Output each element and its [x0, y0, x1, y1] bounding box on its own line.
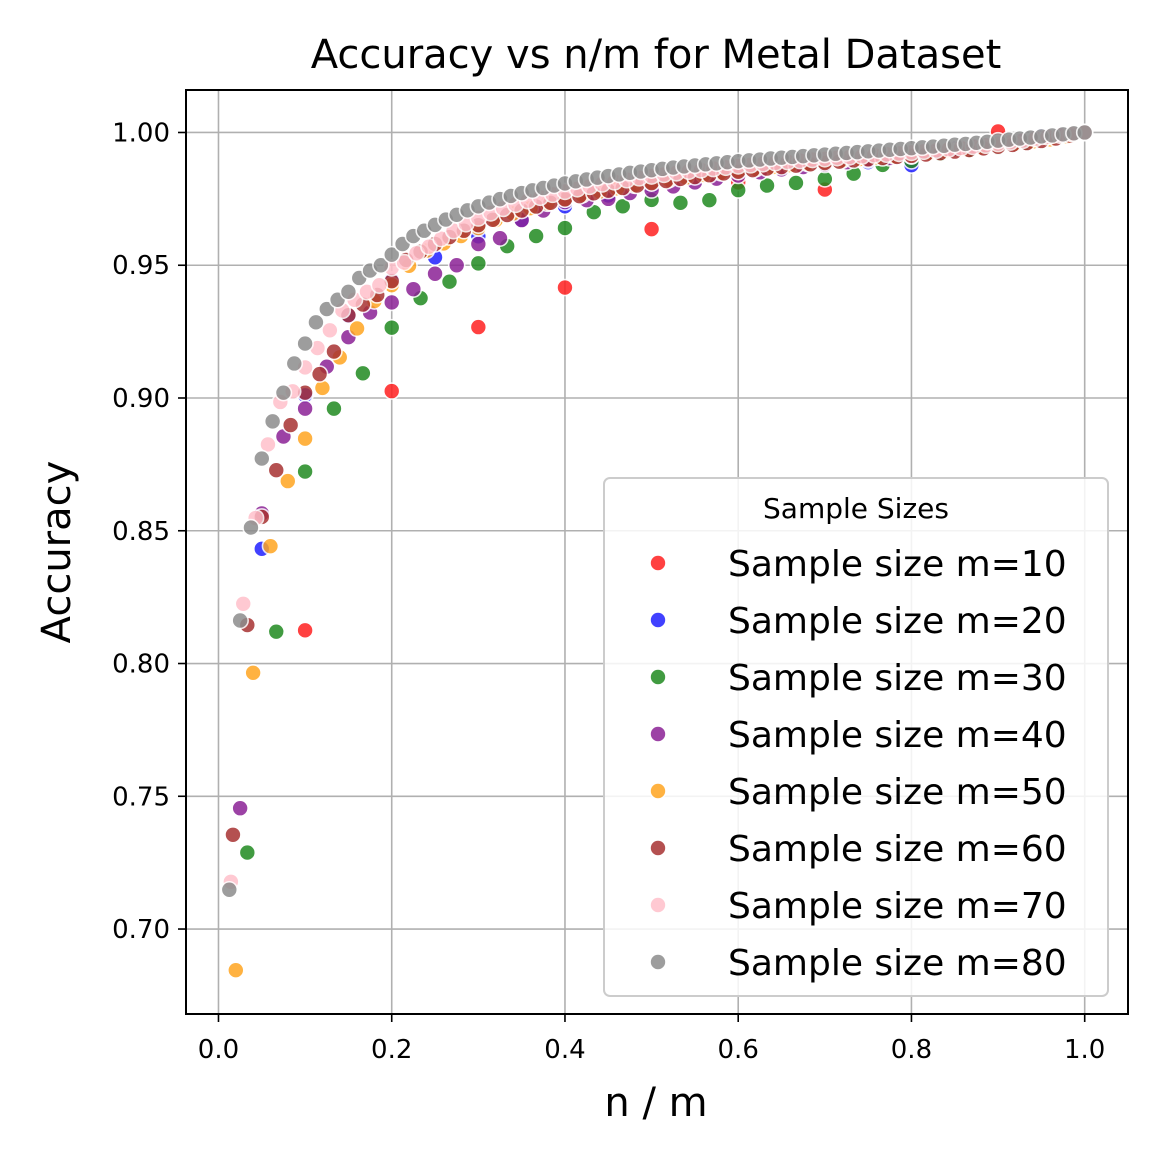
x-tick-label: 0.2 [371, 1035, 412, 1065]
data-point-m60 [310, 365, 329, 383]
data-point-m80 [1075, 123, 1094, 142]
data-point-m70 [420, 237, 438, 256]
legend-entry-label: Sample size m=10 [728, 544, 1067, 585]
data-point-m70 [234, 594, 253, 613]
legend-box [603, 477, 1109, 997]
data-point-m30 [671, 194, 690, 212]
legend-entry-label: Sample size m=30 [728, 658, 1067, 699]
data-point-m30 [382, 318, 401, 337]
data-point-m10 [382, 382, 401, 400]
legend-entry-label: Sample size m=80 [728, 943, 1067, 984]
data-point-m30 [296, 462, 314, 481]
data-point-m30 [440, 272, 459, 291]
data-point-m50 [296, 429, 314, 448]
plot-frame [185, 89, 1129, 1015]
data-points [220, 122, 1094, 979]
legend-marker-m20 [649, 611, 667, 629]
x-tick-label: 1.0 [1064, 1035, 1105, 1065]
data-point-m30 [325, 399, 343, 418]
legend-marker-m60 [649, 839, 667, 857]
data-point-m30 [729, 181, 748, 199]
data-point-m70 [395, 253, 413, 272]
data-point-m30 [238, 843, 257, 862]
data-point-m10 [642, 220, 661, 238]
data-point-m40 [469, 235, 488, 253]
data-point-m60 [267, 461, 286, 480]
data-point-m30 [787, 174, 805, 192]
y-tick-label: 0.75 [112, 782, 170, 812]
data-point-m30 [527, 227, 545, 245]
data-point-m80 [263, 412, 282, 431]
x-axis: 0.0 0.2 0.4 0.6 0.8 1.0 [198, 1014, 1105, 1065]
legend-entry-label: Sample size m=20 [728, 601, 1067, 642]
chart-title: Accuracy vs n/m for Metal Dataset [311, 32, 1002, 78]
legend-marker-m30 [649, 668, 667, 686]
data-point-m80 [339, 282, 358, 301]
legend-marker-m40 [649, 725, 667, 743]
data-point-m40 [426, 264, 444, 283]
legend-title: Sample Sizes [763, 492, 949, 525]
y-tick-label: 0.70 [112, 915, 170, 945]
data-point-m40 [404, 280, 423, 298]
x-tick-label: 0.8 [891, 1035, 932, 1065]
y-tick-label: 0.95 [112, 251, 170, 281]
series-m80 [220, 123, 1094, 899]
data-point-m80 [382, 245, 401, 264]
y-tick-label: 0.90 [112, 384, 170, 414]
x-tick-label: 0.6 [718, 1035, 759, 1065]
y-tick-label: 0.85 [112, 517, 170, 547]
data-point-m30 [758, 176, 776, 195]
data-point-m80 [372, 256, 390, 275]
legend-entry-label: Sample size m=60 [728, 829, 1067, 870]
y-axis: 0.70 0.75 0.80 0.85 0.90 0.95 1.00 [112, 118, 186, 945]
data-point-m50 [244, 664, 262, 682]
data-point-m80 [274, 383, 293, 402]
data-point-m40 [296, 399, 314, 418]
x-tick-label: 0.0 [198, 1035, 239, 1065]
y-axis-label: Accuracy [34, 461, 80, 644]
y-tick-label: 1.00 [112, 118, 170, 148]
legend-marker-m50 [649, 782, 667, 800]
legend-marker-m70 [649, 896, 667, 914]
data-point-m80 [307, 313, 325, 332]
data-point-m80 [220, 880, 239, 899]
data-point-m50 [348, 319, 366, 338]
data-point-m50 [278, 472, 297, 490]
y-tick-label: 0.80 [112, 650, 170, 680]
data-point-m40 [491, 229, 509, 247]
data-point-m40 [447, 256, 466, 275]
data-point-m40 [231, 799, 249, 818]
legend-entry-label: Sample size m=50 [728, 772, 1067, 813]
data-point-m80 [285, 354, 304, 373]
data-point-m60 [281, 416, 300, 434]
data-point-m70 [321, 321, 339, 340]
legend-entry-label: Sample size m=40 [728, 715, 1067, 756]
data-point-m30 [469, 254, 488, 273]
data-point-m80 [296, 334, 314, 353]
data-point-m30 [556, 219, 574, 237]
data-point-m30 [267, 622, 286, 641]
data-point-m60 [325, 342, 343, 361]
data-point-m30 [354, 364, 372, 383]
data-point-m30 [613, 197, 632, 216]
data-point-m10 [296, 621, 314, 640]
data-point-m50 [227, 961, 245, 979]
data-point-m80 [242, 518, 260, 537]
legend: Sample Sizes Sample size m=10 Sample size… [603, 477, 1109, 997]
x-tick-label: 0.4 [544, 1035, 585, 1065]
data-point-m80 [252, 449, 271, 468]
data-point-m70 [370, 276, 389, 294]
legend-marker-m10 [649, 554, 667, 572]
data-point-m10 [469, 318, 488, 336]
data-point-m40 [382, 293, 401, 312]
x-axis-label: n / m [604, 1080, 707, 1126]
data-point-m80 [231, 611, 249, 630]
data-point-m10 [556, 278, 574, 297]
data-point-m60 [224, 825, 242, 844]
data-point-m30 [700, 191, 719, 209]
legend-entry-label: Sample size m=70 [728, 886, 1067, 927]
data-point-m50 [261, 537, 280, 555]
legend-marker-m80 [649, 953, 667, 971]
